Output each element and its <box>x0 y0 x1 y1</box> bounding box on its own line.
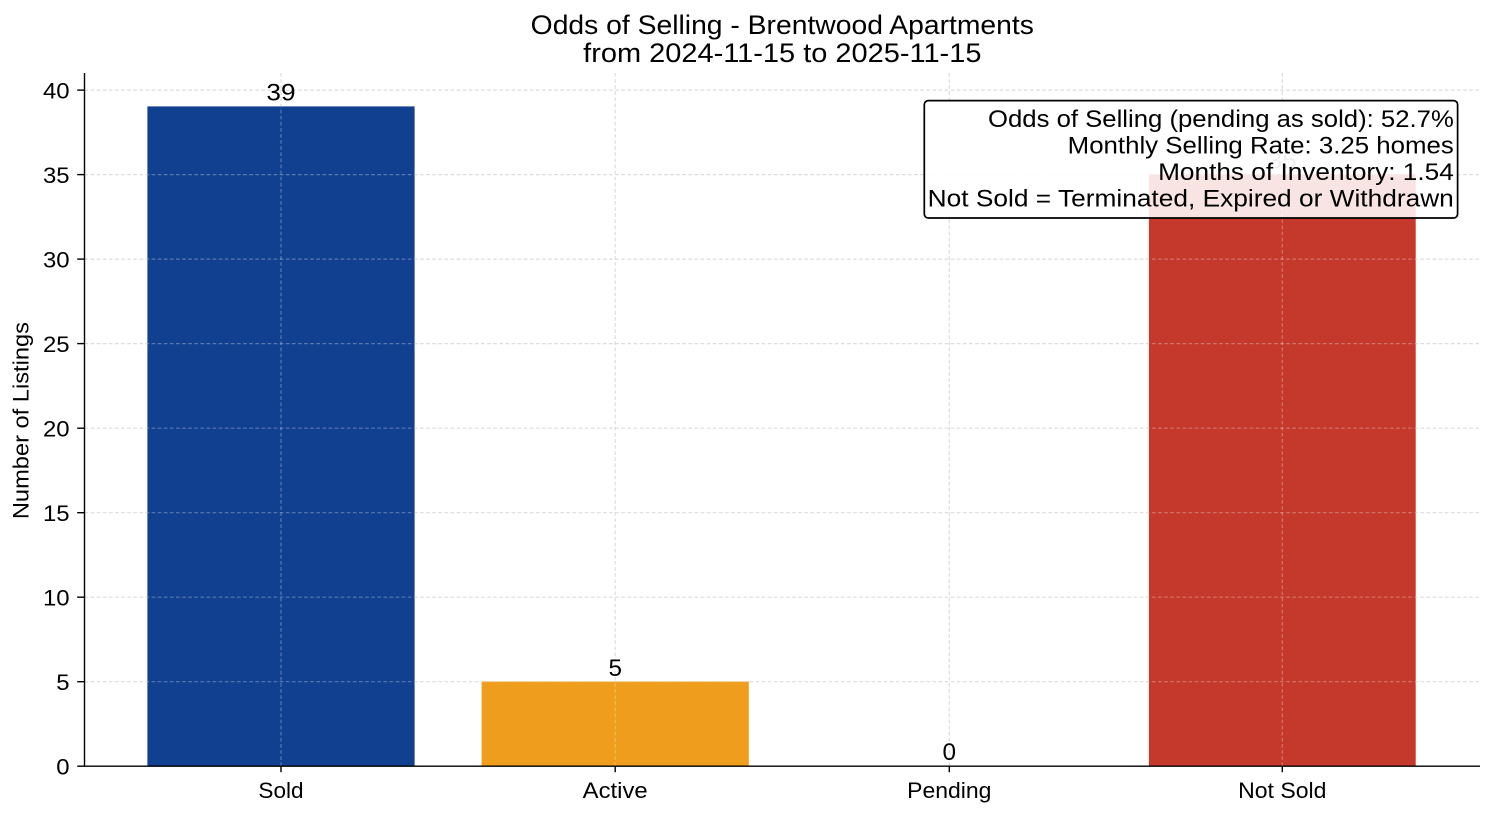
svg-text:Not Sold: Not Sold <box>1238 778 1326 803</box>
svg-text:0: 0 <box>943 739 957 766</box>
svg-text:Pending: Pending <box>907 778 991 803</box>
svg-text:30: 30 <box>43 247 70 272</box>
svg-text:Odds of Selling (pending as so: Odds of Selling (pending as sold): 52.7% <box>988 106 1454 133</box>
svg-text:10: 10 <box>43 585 70 610</box>
svg-text:20: 20 <box>43 416 70 441</box>
svg-text:Sold: Sold <box>258 778 303 803</box>
svg-text:Odds of Selling - Brentwood Ap: Odds of Selling - Brentwood Apartments <box>531 10 1034 40</box>
svg-text:Months of Inventory: 1.54: Months of Inventory: 1.54 <box>1158 159 1454 186</box>
svg-text:35: 35 <box>43 163 70 188</box>
svg-text:5: 5 <box>608 655 622 682</box>
svg-text:5: 5 <box>56 670 69 695</box>
svg-text:Number of Listings: Number of Listings <box>9 322 34 519</box>
svg-text:from 2024-11-15 to 2025-11-15: from 2024-11-15 to 2025-11-15 <box>583 38 981 68</box>
svg-text:40: 40 <box>43 78 70 103</box>
svg-text:39: 39 <box>266 80 295 107</box>
svg-text:Monthly Selling Rate: 3.25 hom: Monthly Selling Rate: 3.25 homes <box>1068 133 1454 160</box>
svg-text:25: 25 <box>43 332 70 357</box>
svg-text:15: 15 <box>43 501 70 526</box>
svg-text:Not Sold = Terminated, Expired: Not Sold = Terminated, Expired or Withdr… <box>928 186 1454 213</box>
svg-text:Active: Active <box>583 778 648 803</box>
svg-text:0: 0 <box>56 754 69 779</box>
